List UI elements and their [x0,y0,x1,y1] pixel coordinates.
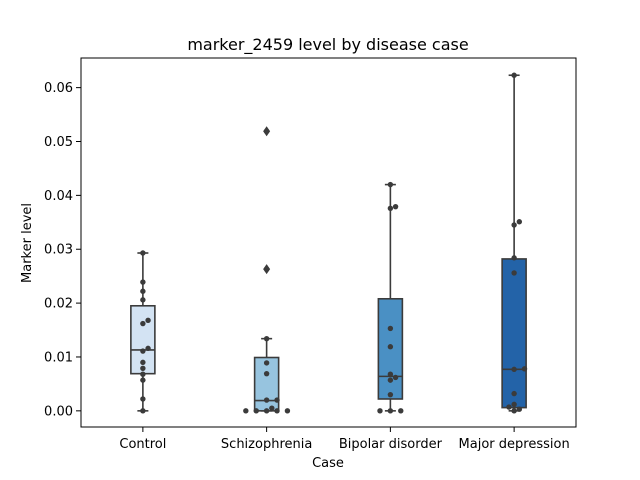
data-point [263,266,270,272]
y-tick-label: 0.01 [44,350,73,365]
data-point [516,406,523,412]
data-point [263,408,270,414]
data-point [377,408,383,414]
data-point [387,391,394,398]
data-point [511,222,517,228]
data-point [140,348,146,354]
data-point [140,396,146,402]
y-tick-label: 0.02 [44,297,73,312]
chart-title: marker_2459 level by disease case [187,35,468,55]
x-tick-label: Bipolar disorder [339,437,443,452]
data-point [511,255,517,261]
x-tick-label: Major depression [459,437,570,452]
data-point [387,181,394,188]
plot-frame [80,57,577,428]
data-point [263,128,270,134]
data-point [263,360,270,366]
y-tick-label: 0.04 [44,189,73,204]
data-point [387,408,394,414]
y-tick-label: 0.00 [44,404,73,419]
y-tick-label: 0.03 [44,243,73,258]
data-point [253,408,259,414]
data-point [511,366,517,373]
y-tick-label: 0.05 [44,135,73,150]
data-point [269,405,275,411]
data-point [140,288,146,294]
data-point [263,397,270,403]
data-point [506,404,512,410]
data-point [392,374,399,381]
box-4 [501,258,527,409]
data-point [145,317,151,324]
data-point [284,408,291,414]
data-point [140,250,146,256]
data-point [140,365,146,371]
data-point [387,205,394,211]
y-axis-label: Marker level [20,203,35,283]
data-point [140,320,146,327]
data-point [274,397,280,403]
data-point [387,371,394,377]
data-point [392,203,399,210]
data-point [274,408,280,414]
x-tick-label: Schizophrenia [221,437,312,452]
data-point [511,401,517,408]
x-axis-label: Case [312,456,344,471]
data-point [263,335,270,342]
x-tick-label: Control [119,437,166,452]
data-point [140,371,146,377]
data-point [243,408,249,414]
data-point [140,377,146,383]
data-point [387,377,394,383]
y-tick-label: 0.06 [44,81,73,96]
data-point [140,279,146,285]
data-point [387,344,394,350]
data-point [140,359,146,366]
data-point [263,370,270,377]
data-point [511,270,517,276]
data-point [387,325,394,332]
data-point [398,408,404,414]
data-point [145,345,151,352]
data-point [140,297,146,303]
plot-area: 0.00 0.01 0.02 0.03 0.04 0.05 0.06 Control Schiz… [44,57,577,452]
data-point [521,366,528,372]
data-point [511,408,517,414]
data-point [140,408,146,414]
data-point [516,219,523,225]
data-point [511,390,517,397]
data-point [511,72,517,78]
